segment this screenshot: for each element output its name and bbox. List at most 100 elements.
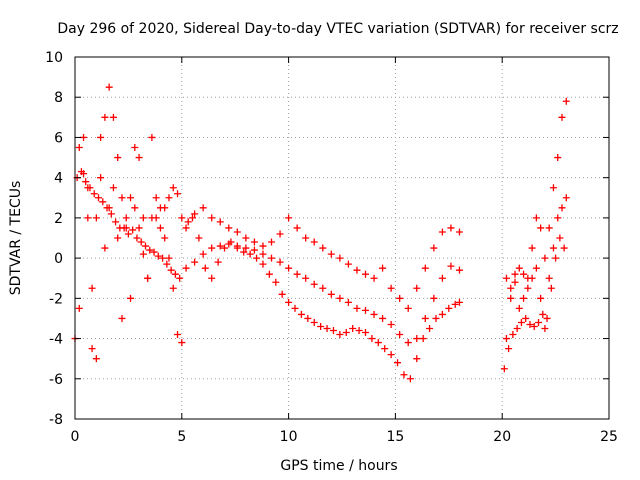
data-point: [188, 214, 196, 222]
data-point: [387, 320, 395, 328]
data-point: [285, 298, 293, 306]
data-point: [139, 214, 147, 222]
data-point: [387, 284, 395, 292]
data-point: [268, 238, 276, 246]
data-point: [285, 264, 293, 272]
data-point: [272, 278, 280, 286]
y-tick-label: 6: [54, 130, 63, 146]
plot-frame: [74, 56, 610, 420]
x-tick-label: 20: [493, 429, 511, 445]
data-point: [558, 113, 566, 121]
satellite-track-1: [71, 170, 463, 383]
data-point: [317, 322, 325, 330]
data-point: [432, 314, 440, 322]
data-point: [82, 178, 90, 186]
y-tick-label: -6: [49, 372, 63, 388]
data-point: [336, 294, 344, 302]
data-point: [520, 270, 528, 278]
y-tick-label: 2: [54, 211, 63, 227]
data-point: [554, 214, 562, 222]
data-point: [182, 224, 190, 232]
data-point: [159, 254, 167, 262]
y-tick-label: -2: [49, 291, 63, 307]
data-point: [368, 335, 376, 343]
data-point: [413, 284, 421, 292]
data-point: [165, 194, 173, 202]
data-point: [112, 218, 120, 226]
data-point: [94, 194, 102, 202]
data-point: [353, 266, 361, 274]
data-point: [122, 224, 130, 232]
data-point: [560, 244, 568, 252]
data-point: [208, 244, 216, 252]
x-tick-label: 0: [71, 429, 80, 445]
data-point: [208, 214, 216, 222]
data-point: [278, 290, 286, 298]
y-tick-label: -8: [49, 412, 63, 428]
data-point: [259, 260, 267, 268]
data-point: [532, 214, 540, 222]
x-axis-label: GPS time / hours: [280, 458, 397, 474]
data-point: [208, 274, 216, 282]
data-point: [101, 244, 109, 252]
data-point: [75, 144, 83, 151]
x-tick-label: 15: [386, 429, 404, 445]
data-point: [370, 310, 378, 318]
data-point: [430, 294, 438, 302]
data-point: [537, 294, 545, 302]
data-point: [426, 325, 434, 332]
data-point: [507, 294, 515, 302]
data-point: [250, 238, 258, 246]
data-point: [406, 375, 414, 383]
data-point: [445, 304, 453, 312]
data-point: [77, 168, 85, 176]
data-point: [233, 228, 241, 236]
y-tick-label: 0: [54, 251, 63, 267]
data-point: [562, 194, 570, 202]
data-point: [558, 204, 566, 212]
data-point: [131, 144, 139, 151]
data-point: [167, 266, 175, 274]
data-point: [361, 270, 369, 278]
data-point: [118, 314, 126, 322]
data-point: [75, 304, 83, 312]
data-point: [101, 113, 109, 121]
data-point: [276, 230, 284, 238]
data-point: [105, 83, 113, 91]
data-point: [199, 204, 207, 212]
data-point: [129, 226, 137, 234]
data-point: [161, 234, 169, 242]
data-point: [214, 258, 222, 266]
data-point: [421, 264, 429, 272]
data-point: [511, 270, 519, 278]
data-point: [297, 310, 305, 318]
data-point: [242, 244, 250, 252]
data-point: [438, 274, 446, 282]
data-point: [524, 274, 532, 282]
data-point: [90, 190, 98, 198]
data-point: [80, 133, 88, 141]
data-point: [355, 327, 363, 335]
data-point: [124, 230, 132, 238]
data-point: [161, 204, 169, 212]
data-point: [361, 329, 369, 337]
data-point: [336, 254, 344, 262]
data-point: [413, 335, 421, 343]
data-point: [554, 154, 562, 162]
data-point: [268, 254, 276, 262]
data-point: [455, 228, 463, 236]
data-point: [413, 355, 421, 363]
satellite-track-4: [500, 234, 568, 373]
data-point: [455, 298, 463, 306]
data-point: [178, 339, 186, 347]
data-point: [505, 345, 513, 353]
data-point: [507, 284, 515, 292]
data-point: [329, 327, 337, 335]
data-point: [137, 238, 145, 246]
data-point: [438, 228, 446, 236]
y-axis-label: SDTVAR / TECUs: [8, 181, 24, 296]
data-point: [323, 325, 331, 332]
y-tick-label: 8: [54, 90, 63, 106]
